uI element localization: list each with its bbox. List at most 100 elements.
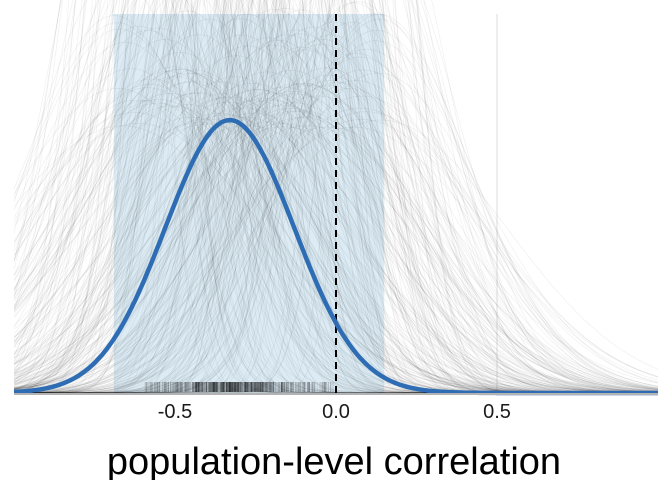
draw-curve-182 — [14, 0, 658, 393]
x-tick-label-1: 0.0 — [322, 401, 350, 423]
draw-curve-48 — [14, 0, 658, 393]
draw-curve-112 — [14, 125, 658, 388]
draw-curve-280 — [14, 0, 658, 393]
draw-curve-281 — [14, 0, 658, 393]
draw-curve-272 — [14, 2, 658, 393]
draw-curve-282 — [14, 0, 658, 393]
x-tick-labels: -0.5 0.0 0.5 — [158, 401, 511, 423]
draw-curve-233 — [14, 26, 658, 393]
draw-curve-136 — [14, 0, 658, 393]
draw-curve-234 — [14, 110, 658, 390]
draw-curve-37 — [14, 0, 658, 393]
draw-curve-169 — [14, 0, 658, 393]
draw-curve-221 — [14, 44, 658, 393]
draw-curve-119 — [14, 22, 658, 393]
draw-curve-254 — [14, 99, 658, 393]
draw-curve-262 — [14, 0, 658, 393]
draw-curve-18 — [14, 0, 658, 393]
draw-curve-224 — [14, 0, 658, 393]
draw-curve-54 — [14, 92, 658, 393]
draw-curve-135 — [14, 104, 658, 392]
draw-curve-316 — [14, 0, 658, 393]
x-axis-title: population-level correlation — [107, 441, 561, 480]
draw-curve-191 — [14, 21, 658, 393]
draw-curve-186 — [14, 107, 658, 393]
draw-curve-253 — [14, 122, 658, 393]
draw-curve-123 — [14, 0, 658, 393]
rug-marks — [144, 382, 334, 392]
draw-curve-226 — [14, 0, 658, 393]
draw-curve-93 — [14, 0, 658, 393]
draw-curve-98 — [14, 0, 658, 393]
draw-curve-237 — [14, 0, 658, 393]
draw-curve-4 — [14, 83, 658, 392]
draw-curve-229 — [14, 0, 658, 393]
draw-curve-266 — [14, 85, 658, 390]
draw-curve-277 — [14, 126, 658, 386]
draw-curve-214 — [14, 0, 658, 393]
draw-curve-84 — [14, 0, 658, 393]
draw-curve-216 — [14, 0, 658, 393]
draw-curve-99 — [14, 9, 658, 393]
draw-curve-103 — [14, 111, 658, 390]
draw-curve-157 — [14, 0, 658, 393]
draw-curve-113 — [14, 0, 658, 393]
draw-curve-302 — [14, 13, 658, 393]
draw-curve-34 — [14, 0, 658, 393]
draw-curve-27 — [14, 0, 658, 393]
draw-curve-204 — [14, 0, 658, 393]
draw-curve-26 — [14, 0, 658, 393]
draw-curve-72 — [14, 0, 658, 393]
draw-curve-160 — [14, 72, 658, 393]
draw-curve-35 — [14, 89, 658, 393]
draw-curve-39 — [14, 0, 658, 393]
draw-curve-114 — [14, 102, 658, 391]
draw-curve-22 — [14, 88, 658, 393]
draw-curve-128 — [14, 0, 658, 393]
draw-curve-162 — [14, 18, 658, 393]
draw-curve-156 — [14, 0, 658, 393]
draw-curve-171 — [14, 0, 658, 393]
draw-curve-187 — [14, 41, 658, 393]
draw-curve-78 — [14, 0, 658, 393]
draw-curve-58 — [14, 82, 658, 392]
draw-curve-308 — [14, 53, 658, 393]
x-tick-label-0: -0.5 — [158, 401, 192, 423]
draw-curve-50 — [14, 37, 658, 393]
draw-curve-299 — [14, 70, 658, 393]
draw-curve-267 — [14, 86, 658, 393]
draw-curve-307 — [14, 101, 658, 393]
draw-curve-53 — [14, 76, 658, 393]
draw-curve-195 — [14, 0, 658, 393]
draw-curve-111 — [14, 116, 658, 393]
draw-curve-174 — [14, 0, 658, 393]
draw-curve-215 — [14, 81, 658, 393]
draw-curve-265 — [14, 0, 658, 393]
draw-curve-45 — [14, 34, 658, 393]
draw-curve-178 — [14, 0, 658, 393]
draw-curve-19 — [14, 0, 658, 393]
draw-curve-211 — [14, 0, 658, 393]
draw-curve-208 — [14, 0, 658, 393]
draw-curve-61 — [14, 0, 658, 393]
draw-curve-161 — [14, 84, 658, 392]
x-tick-label-2: 0.5 — [483, 401, 511, 423]
draw-curve-260 — [14, 0, 658, 393]
draw-curve-0 — [14, 0, 658, 393]
draw-curve-130 — [14, 0, 658, 393]
draw-curve-240 — [14, 80, 658, 390]
draw-curve-293 — [14, 80, 658, 391]
draw-curve-36 — [14, 39, 658, 393]
draw-curve-181 — [14, 0, 658, 393]
draw-curve-218 — [14, 0, 658, 393]
draw-curve-166 — [14, 0, 658, 393]
draw-curve-304 — [14, 0, 658, 393]
draw-curve-154 — [14, 0, 658, 393]
draw-curve-257 — [14, 0, 658, 393]
draw-curve-173 — [14, 67, 658, 392]
draw-curve-89 — [14, 121, 658, 391]
draw-curve-73 — [14, 40, 658, 393]
draw-curve-107 — [14, 112, 658, 393]
